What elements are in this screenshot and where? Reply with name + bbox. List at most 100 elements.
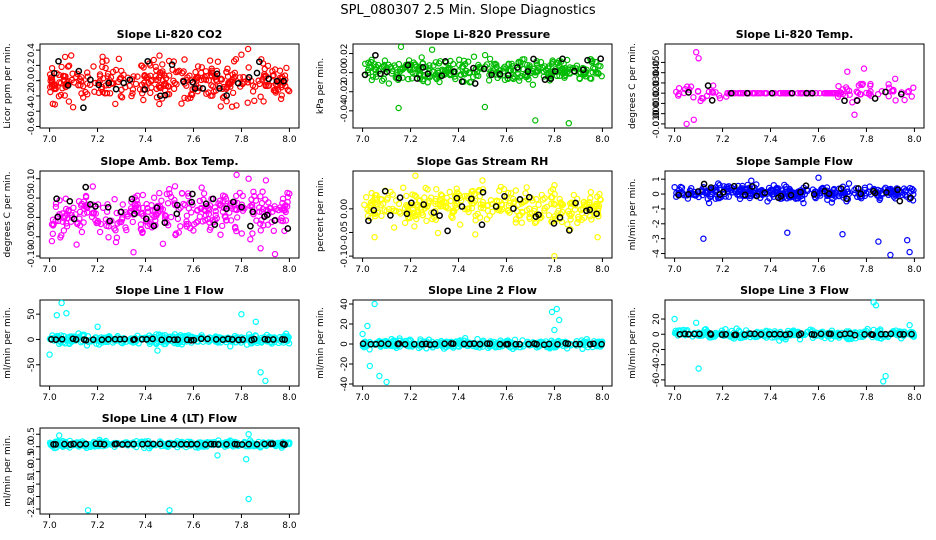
data-point	[156, 84, 163, 91]
data-point	[227, 217, 235, 224]
data-point	[559, 55, 566, 63]
y-tick-label: -0.05	[340, 221, 350, 244]
data-point	[695, 365, 702, 372]
data-point	[128, 92, 135, 100]
data-point	[143, 200, 150, 208]
data-point	[395, 340, 403, 347]
data-point	[715, 194, 722, 202]
data-point	[597, 195, 604, 203]
data-point	[282, 330, 290, 337]
x-tick-label: 8.0	[282, 135, 297, 145]
data-point	[371, 194, 379, 202]
data-point	[690, 94, 697, 101]
data-point	[439, 195, 446, 203]
data-point	[673, 330, 680, 337]
data-point	[838, 191, 846, 199]
data-point	[92, 440, 100, 448]
data-point	[103, 89, 111, 97]
data-point	[281, 202, 288, 210]
x-tick-label: 7.0	[355, 265, 370, 275]
data-point	[58, 63, 65, 71]
y-tick-label: -50	[27, 357, 37, 372]
y-tick-label: -1.5	[27, 475, 37, 493]
data-point	[479, 201, 487, 209]
data-point	[100, 441, 108, 448]
data-point	[404, 61, 412, 69]
chart-panel-4: Slope Amb. Box Temp. 7.0 7.2 7.4 7.6 7.8 8.0 -0…	[3, 155, 300, 275]
x-tick-label: 7.0	[42, 393, 57, 403]
data-point	[197, 335, 205, 343]
y-tick-label: 0	[340, 341, 350, 347]
data-point	[65, 206, 73, 214]
data-point	[837, 89, 845, 96]
data-point	[282, 217, 290, 224]
data-point	[217, 201, 224, 209]
x-tick-label: 7.0	[667, 135, 682, 145]
data-point	[575, 216, 582, 223]
data-point	[548, 200, 555, 207]
data-point	[138, 81, 146, 88]
data-point	[530, 55, 537, 63]
data-point	[478, 221, 486, 229]
y-tick-label: -0.04	[340, 99, 350, 123]
data-point	[233, 227, 240, 235]
data-point	[730, 182, 738, 190]
data-point	[441, 67, 449, 75]
data-point	[281, 441, 288, 448]
data-point	[202, 68, 210, 75]
data-point	[839, 230, 846, 238]
data-point	[83, 209, 91, 216]
data-point	[496, 340, 504, 348]
data-point	[183, 220, 190, 228]
data-point	[133, 202, 140, 210]
data-point	[729, 189, 737, 196]
point-layer	[46, 45, 293, 112]
data-point	[53, 70, 60, 77]
data-point	[464, 194, 472, 202]
data-point	[89, 183, 97, 190]
data-point	[183, 212, 191, 219]
data-point	[539, 196, 547, 203]
data-point	[508, 60, 515, 68]
data-point	[207, 440, 215, 448]
data-point	[269, 67, 276, 75]
data-point	[233, 171, 240, 179]
data-point	[141, 86, 149, 93]
data-point	[537, 58, 545, 66]
data-point	[155, 331, 163, 338]
data-point	[239, 192, 246, 200]
data-point	[459, 63, 466, 70]
data-point	[512, 340, 520, 348]
data-point	[64, 82, 72, 89]
data-point	[496, 67, 503, 74]
data-point	[383, 68, 391, 76]
data-point	[465, 58, 472, 65]
x-tick-label: 8.0	[907, 393, 922, 403]
data-point	[575, 213, 582, 221]
data-point	[158, 197, 165, 204]
data-point	[159, 61, 166, 68]
y-tick-label: 20	[340, 318, 350, 330]
data-point	[253, 217, 260, 224]
data-point	[197, 205, 204, 213]
data-point	[510, 75, 517, 83]
data-point	[132, 80, 140, 88]
x-tick-label: 7.0	[355, 135, 370, 145]
point-layer	[359, 300, 606, 386]
data-point	[199, 85, 207, 92]
data-point	[468, 204, 476, 212]
data-point	[878, 87, 886, 95]
data-point	[808, 89, 816, 97]
data-point	[507, 190, 515, 197]
data-point	[52, 441, 60, 448]
data-point	[158, 336, 166, 344]
data-point	[123, 226, 130, 234]
data-point	[438, 199, 446, 206]
data-point	[693, 49, 700, 56]
y-axis-label: ml/min per min.	[3, 435, 13, 507]
data-point	[572, 340, 580, 348]
x-tick-label: 7.2	[715, 265, 729, 275]
data-point	[834, 89, 841, 97]
data-point	[112, 100, 119, 108]
data-point	[518, 208, 526, 216]
